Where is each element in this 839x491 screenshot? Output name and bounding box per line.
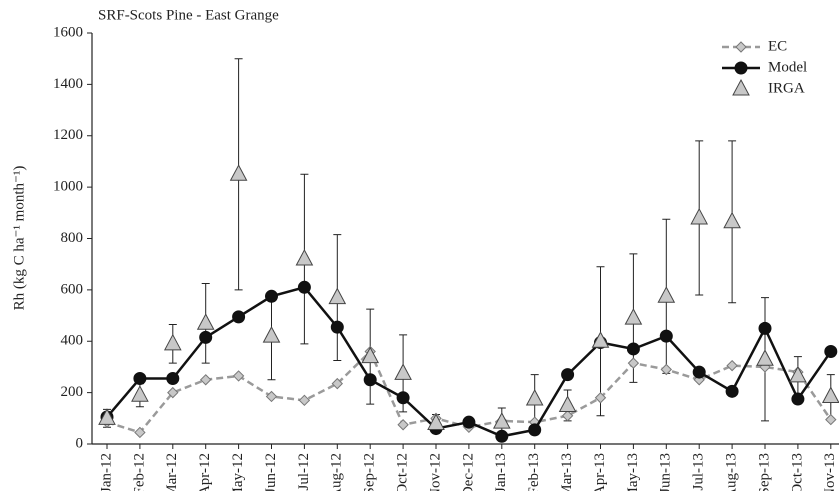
x-tick-label: Mar-12 <box>164 453 180 491</box>
y-tick-label: 200 <box>61 384 84 400</box>
data-point <box>528 423 542 437</box>
data-point <box>591 331 610 348</box>
data-point <box>298 394 311 407</box>
y-tick-label: 1200 <box>53 127 83 143</box>
x-tick-label: Jun-12 <box>263 453 279 491</box>
data-point <box>328 287 347 305</box>
data-point <box>361 346 380 364</box>
y-tick-label: 1400 <box>53 76 83 92</box>
data-point <box>98 408 116 425</box>
data-point <box>363 373 377 387</box>
legend-label: IRGA <box>768 80 805 96</box>
data-point <box>558 395 577 412</box>
data-point <box>396 391 410 405</box>
x-tick-label: Oct-12 <box>395 453 411 491</box>
data-point <box>723 211 741 229</box>
data-point <box>462 415 476 429</box>
data-point <box>758 321 772 335</box>
legend-marker <box>732 78 750 96</box>
x-tick-label: May-13 <box>625 453 641 491</box>
data-point <box>331 377 344 390</box>
x-tick-label: Jul-12 <box>296 453 312 491</box>
x-tick-label: Jan-13 <box>493 453 509 491</box>
data-point <box>692 365 706 379</box>
chart-title: SRF-Scots Pine - East Grange <box>98 7 279 23</box>
legend-label: EC <box>768 38 787 54</box>
x-tick-label: Feb-12 <box>131 453 147 491</box>
x-tick-label: May-12 <box>230 453 246 491</box>
y-tick-label: 0 <box>76 435 84 451</box>
x-tick-label: Jan-12 <box>98 453 114 491</box>
data-point <box>626 342 640 356</box>
data-point <box>725 384 739 398</box>
data-point <box>659 329 673 343</box>
data-point <box>134 426 146 439</box>
data-point <box>660 363 673 376</box>
data-point <box>297 280 311 294</box>
x-tick-label: Mar-13 <box>559 453 575 491</box>
legend-marker <box>734 61 748 75</box>
x-tick-label: Aug-13 <box>724 453 740 491</box>
y-axis-label: Rh (kg C ha⁻¹ month⁻¹) <box>11 166 27 311</box>
x-tick-label: Jul-13 <box>691 453 707 491</box>
x-tick-label: Apr-12 <box>197 453 213 491</box>
data-point <box>789 365 807 383</box>
x-tick-label: Feb-13 <box>526 453 542 491</box>
data-point <box>199 330 213 344</box>
data-point <box>791 392 805 406</box>
data-point <box>232 310 246 324</box>
y-tick-label: 1000 <box>53 179 83 195</box>
data-point <box>229 164 248 181</box>
data-point <box>163 333 182 351</box>
y-tick-label: 800 <box>61 230 84 246</box>
data-point <box>196 313 215 330</box>
data-point <box>525 388 544 406</box>
legend-marker <box>735 41 747 53</box>
data-point <box>330 320 344 334</box>
data-point <box>690 207 709 225</box>
data-point <box>821 386 839 403</box>
data-point <box>295 248 314 266</box>
data-point <box>825 413 837 426</box>
data-point <box>133 371 147 385</box>
y-tick-label: 400 <box>61 333 84 349</box>
data-point <box>427 413 445 430</box>
x-tick-label: Nov-13 <box>822 453 838 491</box>
data-point <box>394 363 412 380</box>
data-point <box>561 368 575 382</box>
x-tick-label: Apr-13 <box>592 453 608 491</box>
data-point <box>594 392 607 404</box>
data-point <box>657 286 676 303</box>
data-point <box>624 308 643 325</box>
x-tick-label: Dec-12 <box>460 453 476 491</box>
data-point <box>561 410 574 422</box>
data-point <box>495 429 509 443</box>
data-point <box>824 345 838 359</box>
data-point <box>726 359 738 372</box>
x-tick-label: Nov-12 <box>427 453 443 491</box>
data-point <box>166 371 180 385</box>
y-tick-label: 1600 <box>53 24 83 40</box>
data-point <box>199 374 212 386</box>
series-line <box>106 285 832 438</box>
x-tick-label: Oct-13 <box>789 453 805 491</box>
data-point <box>397 419 409 431</box>
data-point <box>167 386 179 399</box>
data-point <box>265 289 278 303</box>
x-tick-label: Jun-13 <box>658 453 674 491</box>
data-point <box>627 357 640 369</box>
data-point <box>756 349 774 366</box>
data-point <box>232 370 245 382</box>
x-tick-label: Aug-12 <box>329 453 345 491</box>
data-point <box>262 326 281 343</box>
x-tick-label: Sep-12 <box>362 453 378 491</box>
y-tick-label: 600 <box>61 281 84 297</box>
data-point <box>492 412 511 429</box>
data-point <box>265 390 278 403</box>
x-tick-label: Sep-13 <box>756 453 772 491</box>
legend-label: Model <box>768 59 807 75</box>
data-point <box>131 385 149 402</box>
